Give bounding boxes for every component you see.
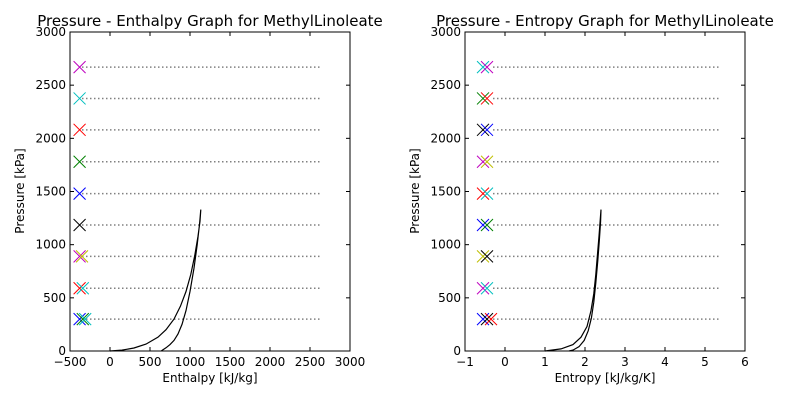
y-tick-label: 1500 bbox=[430, 185, 461, 199]
chart-title: Pressure - Entropy Graph for MethylLinol… bbox=[436, 12, 774, 30]
x-tick-label: 2000 bbox=[255, 355, 286, 369]
y-tick-label: 3000 bbox=[430, 25, 461, 39]
state-point-marker bbox=[73, 92, 86, 105]
x-tick-label: 0 bbox=[501, 355, 509, 369]
x-tick-label: −1 bbox=[456, 355, 474, 369]
state-point-marker bbox=[476, 123, 490, 137]
state-point-marker bbox=[73, 218, 86, 232]
x-tick-label: 500 bbox=[139, 355, 162, 369]
x-tick-label: 3000 bbox=[335, 355, 366, 369]
state-point-marker bbox=[76, 281, 90, 295]
state-point-marker bbox=[480, 312, 494, 326]
state-point-marker bbox=[480, 123, 494, 137]
y-tick-label: 2500 bbox=[35, 78, 66, 92]
x-axis-label: Enthalpy [kJ/kg] bbox=[162, 371, 257, 385]
state-point-marker bbox=[476, 250, 490, 263]
state-point-marker bbox=[76, 312, 90, 326]
state-point-marker bbox=[480, 155, 494, 169]
x-tick-label: 0 bbox=[106, 355, 114, 369]
state-point-marker bbox=[476, 281, 490, 295]
plot-area: −500 0 500 1000 1500 2000 2500 3000050010001500… bbox=[35, 25, 365, 369]
y-axis-label: Pressure [kPa] bbox=[13, 148, 27, 233]
x-tick-label: 4 bbox=[661, 355, 669, 369]
state-point-marker bbox=[73, 312, 86, 326]
y-axis-label: Pressure [kPa] bbox=[408, 148, 422, 233]
state-point-marker bbox=[476, 60, 490, 74]
y-tick-label: 1000 bbox=[430, 238, 461, 252]
axes-frame bbox=[464, 31, 746, 352]
saturation-curve bbox=[109, 209, 202, 352]
chart-title: Pressure - Enthalpy Graph for MethylLino… bbox=[37, 12, 383, 30]
state-point-marker bbox=[75, 250, 89, 263]
x-tick-label: 5 bbox=[701, 355, 709, 369]
y-tick-label: 500 bbox=[43, 291, 66, 305]
state-point-marker bbox=[476, 187, 490, 200]
state-point-marker bbox=[476, 92, 490, 105]
state-point-marker bbox=[480, 281, 494, 295]
state-point-marker bbox=[73, 250, 86, 263]
x-tick-label: 6 bbox=[741, 355, 749, 369]
state-point-marker bbox=[73, 123, 86, 137]
y-tick-label: 1000 bbox=[35, 238, 66, 252]
state-point-marker bbox=[78, 312, 92, 326]
y-tick-label: 0 bbox=[453, 344, 461, 358]
state-point-marker bbox=[480, 250, 494, 263]
state-point-marker bbox=[73, 187, 86, 200]
state-point-marker bbox=[73, 155, 86, 169]
x-tick-label: 2500 bbox=[295, 355, 326, 369]
state-point-marker bbox=[480, 60, 494, 74]
axes-frame bbox=[69, 31, 351, 352]
x-tick-label: −500 bbox=[54, 355, 87, 369]
y-tick-label: 3000 bbox=[35, 25, 66, 39]
x-tick-label: 1 bbox=[541, 355, 549, 369]
x-tick-label: 1500 bbox=[215, 355, 246, 369]
y-tick-label: 2500 bbox=[430, 78, 461, 92]
y-tick-label: 1500 bbox=[35, 185, 66, 199]
enthalpy-chart: Pressure - Enthalpy Graph for MethylLino… bbox=[13, 12, 383, 385]
y-tick-label: 500 bbox=[438, 291, 461, 305]
x-axis-label: Entropy [kJ/kg/K] bbox=[555, 371, 656, 385]
x-tick-label: 3 bbox=[621, 355, 629, 369]
state-point-marker bbox=[73, 281, 86, 295]
state-point-marker bbox=[480, 187, 494, 200]
y-tick-label: 2000 bbox=[35, 131, 66, 145]
saturation-curve bbox=[544, 209, 602, 352]
state-point-marker bbox=[484, 312, 498, 326]
y-tick-label: 2000 bbox=[430, 131, 461, 145]
state-point-marker bbox=[480, 92, 494, 105]
state-point-marker bbox=[476, 155, 490, 169]
x-tick-label: 1000 bbox=[175, 355, 206, 369]
state-point-marker bbox=[480, 218, 494, 232]
x-tick-label: 2 bbox=[581, 355, 589, 369]
y-tick-label: 0 bbox=[58, 344, 66, 358]
state-point-marker bbox=[73, 60, 86, 74]
state-point-marker bbox=[476, 218, 490, 232]
entropy-chart: Pressure - Entropy Graph for MethylLinol… bbox=[408, 12, 774, 385]
